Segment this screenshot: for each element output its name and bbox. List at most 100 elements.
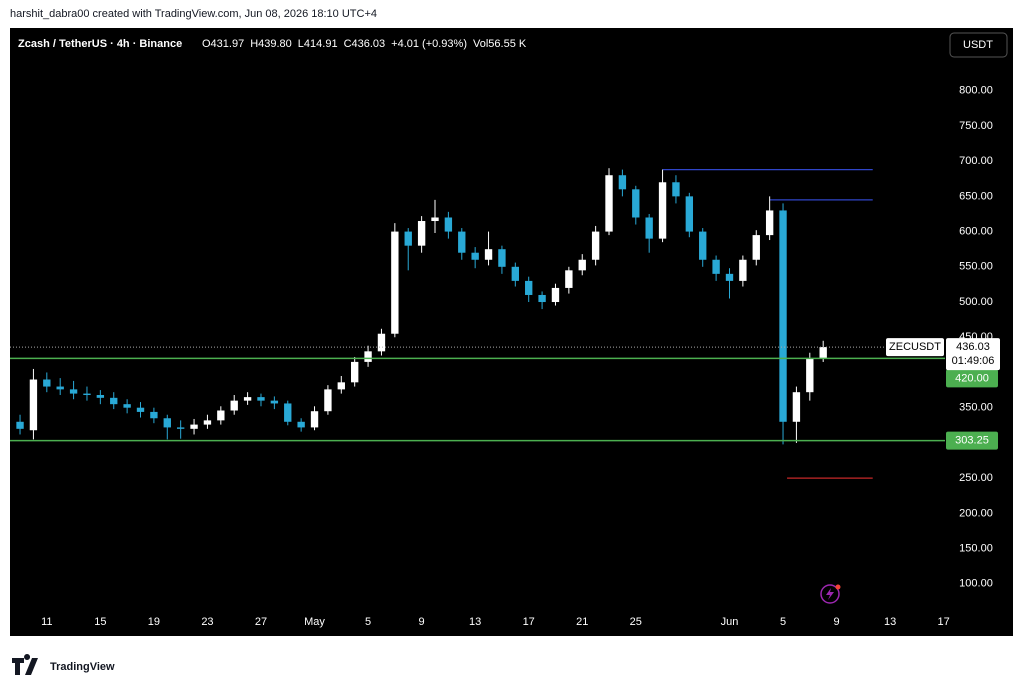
candle-body <box>351 361 359 383</box>
y-tick-label: 250.00 <box>959 472 993 484</box>
y-tick-label: 100.00 <box>959 578 993 590</box>
symbol-label: ZECUSDT <box>889 341 941 353</box>
y-tick-label: 500.00 <box>959 296 993 308</box>
candle-body <box>364 351 372 362</box>
candle-body <box>819 347 827 359</box>
candle-body <box>391 231 399 334</box>
y-tick-label: 800.00 <box>959 85 993 97</box>
candle-body <box>417 221 426 246</box>
candle-body <box>538 294 546 303</box>
x-tick-label: 13 <box>884 616 896 628</box>
candle-body <box>43 379 51 387</box>
candle-body <box>136 407 145 412</box>
candle-body <box>658 182 667 239</box>
alert-bolt <box>826 588 834 600</box>
currency-button[interactable] <box>949 32 1008 58</box>
legend-value: L414.91 <box>298 38 338 50</box>
chart-title: Zcash / TetherUS · 4h · Binance <box>18 38 182 50</box>
candle-body <box>471 252 479 260</box>
candle-body <box>203 420 212 425</box>
candle-body <box>752 235 760 260</box>
candle-body <box>645 217 653 239</box>
x-tick-label: 5 <box>780 616 786 628</box>
candle-body <box>565 270 573 288</box>
candle-body <box>685 196 694 232</box>
brand: TradingView <box>50 661 115 673</box>
level-label: 420.00 <box>955 372 989 384</box>
candle-body <box>672 182 680 197</box>
candle-body <box>725 273 734 281</box>
level-label-box <box>946 431 998 450</box>
candle-body <box>69 389 78 394</box>
legend-value: Vol56.55 K <box>473 38 527 50</box>
x-tick-label: 17 <box>938 616 950 628</box>
candle-body <box>739 259 747 281</box>
candle-body <box>377 333 386 352</box>
level-label: 303.25 <box>955 435 989 447</box>
candle-body <box>150 411 158 419</box>
alert-icon[interactable] <box>820 584 840 604</box>
legend-value: O431.97 <box>202 38 244 50</box>
legend-value: C436.03 <box>344 38 386 50</box>
x-tick-label: 21 <box>576 616 588 628</box>
candle-body <box>230 400 238 411</box>
candle-body <box>310 411 319 428</box>
currency-label: USDT <box>963 39 993 51</box>
candle-body <box>257 397 265 401</box>
y-tick-label: 700.00 <box>959 155 993 167</box>
candle-body <box>792 392 801 422</box>
x-tick-label: 27 <box>255 616 267 628</box>
candle-body <box>498 249 506 267</box>
candle-body <box>458 231 466 253</box>
candle-body <box>297 421 305 428</box>
candle-body <box>56 386 64 390</box>
candle-body <box>444 217 453 232</box>
candle-body <box>484 249 493 260</box>
alert-dot <box>835 584 841 590</box>
candle-body <box>525 280 533 295</box>
x-tick-label: 19 <box>148 616 160 628</box>
level-label-box <box>946 369 998 388</box>
x-tick-label: 15 <box>94 616 106 628</box>
y-tick-label: 750.00 <box>959 120 993 132</box>
x-tick-label: 9 <box>419 616 425 628</box>
candle-body <box>551 287 560 303</box>
y-tick-label: 600.00 <box>959 225 993 237</box>
candle-body <box>712 259 720 274</box>
candle-body <box>217 410 225 421</box>
candle-body <box>699 231 707 260</box>
candle-body <box>243 397 252 401</box>
y-tick-label: 550.00 <box>959 261 993 273</box>
legend-value: H439.80 <box>250 38 292 50</box>
plot: 100.00150.00200.00250.00350.00450.00500.… <box>10 85 1000 628</box>
candle-body <box>270 400 279 404</box>
legend-value: +4.01 (+0.93%) <box>391 38 467 50</box>
candle-body <box>605 175 613 232</box>
x-tick-label: Jun <box>721 616 739 628</box>
y-tick-label: 150.00 <box>959 542 993 554</box>
candle-body <box>284 403 292 422</box>
candle-body <box>83 393 91 396</box>
x-tick-label: 11 <box>41 616 52 628</box>
y-tick-label: 350.00 <box>959 402 993 414</box>
x-tick-label: 23 <box>201 616 213 628</box>
candle-body <box>337 382 345 390</box>
candle-body <box>324 389 332 412</box>
last-price-box <box>946 338 1000 371</box>
logo-mark <box>12 654 38 675</box>
candle-body <box>176 427 185 429</box>
candle-body <box>431 217 439 222</box>
logo: TradingView <box>12 654 115 675</box>
x-tick-label: 9 <box>834 616 840 628</box>
candle-body <box>190 424 198 429</box>
candle-body <box>29 379 38 431</box>
candle-body <box>110 397 118 405</box>
ohlc-legend: O431.97 H439.80 L414.91 C436.03 +4.01 (+0.93… <box>202 38 527 50</box>
x-tick-label: 17 <box>523 616 535 628</box>
candle-body <box>618 175 627 190</box>
candle-body <box>765 210 774 236</box>
candle-body <box>123 404 131 408</box>
x-tick-label: 25 <box>630 616 642 628</box>
y-tick-label: 650.00 <box>959 190 993 202</box>
chart-area <box>10 28 1013 636</box>
